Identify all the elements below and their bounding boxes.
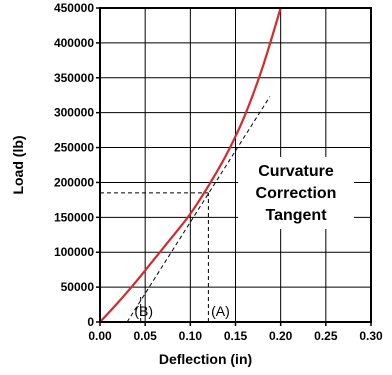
x-tick-label-5: 0.25 bbox=[314, 329, 338, 343]
y-tick-label-3: 150000 bbox=[54, 210, 94, 224]
y-tick-label-8: 400000 bbox=[54, 36, 94, 50]
tangent-line bbox=[126, 96, 271, 323]
y-tick-label-4: 200000 bbox=[54, 175, 94, 189]
reference-lines bbox=[100, 96, 271, 323]
y-tick-label-6: 300000 bbox=[54, 106, 94, 120]
x-tick-label-6: 0.30 bbox=[359, 329, 383, 343]
y-tick-label-9: 450000 bbox=[54, 1, 94, 15]
y-tick-label-0: 0 bbox=[87, 315, 94, 329]
x-tick-label-1: 0.05 bbox=[133, 329, 157, 343]
y-tick-label-5: 250000 bbox=[54, 141, 94, 155]
y-tick-label-2: 100000 bbox=[54, 245, 94, 259]
annotation-background bbox=[238, 157, 354, 229]
annotation-line-3: Tangent bbox=[265, 207, 327, 224]
y-tick-label-1: 50000 bbox=[61, 280, 95, 294]
series-line-0 bbox=[98, 6, 282, 324]
tick-labels: 0.00 0.05 0.10 0.15 0.20 0.25 0.30 0 50000 100000… bbox=[54, 1, 383, 343]
y-tick-label-7: 350000 bbox=[54, 71, 94, 85]
marker-a-label: (A) bbox=[211, 303, 230, 319]
plot-frame bbox=[99, 7, 372, 323]
y-axis-title: Load (lb) bbox=[10, 135, 26, 194]
annotation-layer: Curvature Correction Tangent (B) (A) bbox=[134, 157, 354, 319]
series-layer bbox=[98, 6, 282, 324]
annotation-line-1: Curvature bbox=[258, 163, 334, 180]
annotation-line-2: Correction bbox=[256, 185, 337, 202]
x-tick-label-4: 0.20 bbox=[269, 329, 293, 343]
x-axis-title: Deflection (in) bbox=[159, 351, 252, 367]
marker-b-label: (B) bbox=[134, 303, 153, 319]
x-tick-label-2: 0.10 bbox=[179, 329, 203, 343]
x-tick-label-3: 0.15 bbox=[224, 329, 248, 343]
x-tick-label-0: 0.00 bbox=[88, 329, 112, 343]
